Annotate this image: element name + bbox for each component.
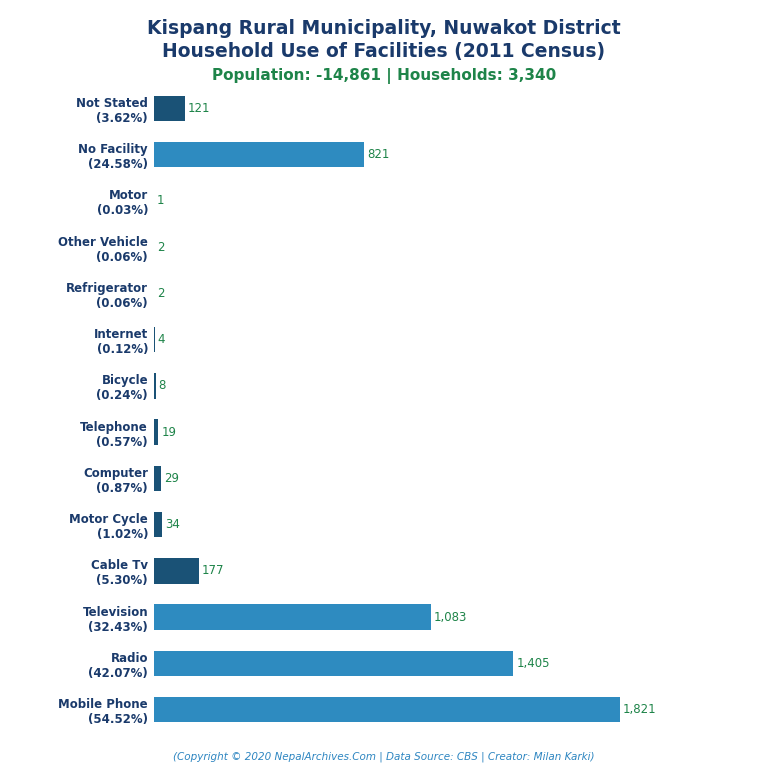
Bar <box>154 373 156 399</box>
Bar <box>154 697 620 722</box>
Text: 1,821: 1,821 <box>623 703 657 716</box>
Text: 4: 4 <box>157 333 165 346</box>
Text: 34: 34 <box>165 518 180 531</box>
Text: 1,405: 1,405 <box>516 657 550 670</box>
Bar <box>154 465 161 491</box>
Bar <box>154 650 513 676</box>
Text: 29: 29 <box>164 472 179 485</box>
Text: (Copyright © 2020 NepalArchives.Com | Data Source: CBS | Creator: Milan Karki): (Copyright © 2020 NepalArchives.Com | Da… <box>174 751 594 762</box>
Text: 821: 821 <box>367 148 389 161</box>
Text: 177: 177 <box>202 564 224 578</box>
Text: 1,083: 1,083 <box>434 611 467 624</box>
Text: Household Use of Facilities (2011 Census): Household Use of Facilities (2011 Census… <box>163 42 605 61</box>
Bar <box>154 511 162 538</box>
Text: 121: 121 <box>187 102 210 115</box>
Text: Population: -14,861 | Households: 3,340: Population: -14,861 | Households: 3,340 <box>212 68 556 84</box>
Text: 8: 8 <box>159 379 166 392</box>
Text: 2: 2 <box>157 287 164 300</box>
Text: 2: 2 <box>157 240 164 253</box>
Text: 19: 19 <box>161 425 177 439</box>
Bar <box>154 558 199 584</box>
Bar <box>154 96 184 121</box>
Text: 1: 1 <box>157 194 164 207</box>
Text: Kispang Rural Municipality, Nuwakot District: Kispang Rural Municipality, Nuwakot Dist… <box>147 19 621 38</box>
Bar <box>154 142 364 167</box>
Bar <box>154 604 431 630</box>
Bar <box>154 419 158 445</box>
